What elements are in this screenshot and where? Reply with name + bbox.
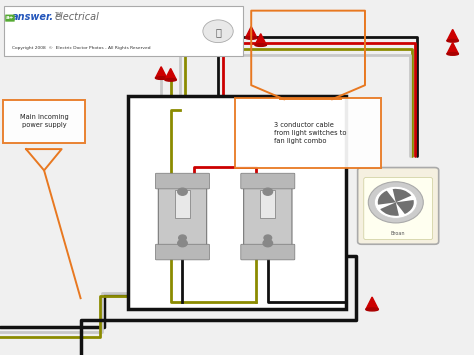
Wedge shape [396,200,414,214]
Ellipse shape [447,39,458,42]
Polygon shape [155,67,167,78]
Text: Copyright 2008  ©  Electric Doctor Photos - All Rights Reserved: Copyright 2008 © Electric Doctor Photos … [12,46,150,50]
Ellipse shape [155,77,167,80]
FancyBboxPatch shape [357,168,439,244]
Circle shape [263,188,273,195]
Circle shape [374,186,417,218]
Wedge shape [380,202,399,216]
Bar [260,190,275,218]
Text: 3 conductor cable
from light switches to
fan light combo: 3 conductor cable from light switches to… [274,122,346,144]
Polygon shape [246,27,257,38]
FancyBboxPatch shape [241,244,295,260]
FancyBboxPatch shape [5,15,15,22]
Polygon shape [165,69,176,80]
Text: 📷: 📷 [215,27,221,37]
Circle shape [263,240,273,247]
Circle shape [178,240,187,247]
Bar [175,190,190,218]
Text: a+: a+ [6,15,14,20]
Polygon shape [366,297,378,310]
Bar [128,96,346,309]
Text: TM: TM [54,12,61,17]
Ellipse shape [255,44,266,47]
FancyBboxPatch shape [244,175,292,258]
Polygon shape [447,43,458,54]
Circle shape [178,188,187,195]
FancyBboxPatch shape [155,244,210,260]
FancyBboxPatch shape [155,173,210,189]
Ellipse shape [165,78,176,81]
Wedge shape [392,189,411,202]
FancyBboxPatch shape [158,175,207,258]
FancyBboxPatch shape [364,178,432,240]
FancyBboxPatch shape [3,100,85,143]
Wedge shape [378,191,396,205]
Circle shape [203,20,233,43]
FancyBboxPatch shape [235,98,381,168]
Text: answer.: answer. [12,11,54,22]
FancyBboxPatch shape [241,173,295,189]
Ellipse shape [366,308,378,311]
Polygon shape [447,29,458,41]
Text: electrical: electrical [55,11,100,22]
Text: Broan: Broan [391,231,405,236]
Ellipse shape [246,37,257,39]
Circle shape [368,182,423,223]
Polygon shape [255,34,266,45]
Circle shape [179,235,186,241]
Circle shape [264,235,272,241]
Text: Main incoming
power supply: Main incoming power supply [20,114,68,129]
Ellipse shape [447,53,458,55]
FancyBboxPatch shape [4,6,243,56]
